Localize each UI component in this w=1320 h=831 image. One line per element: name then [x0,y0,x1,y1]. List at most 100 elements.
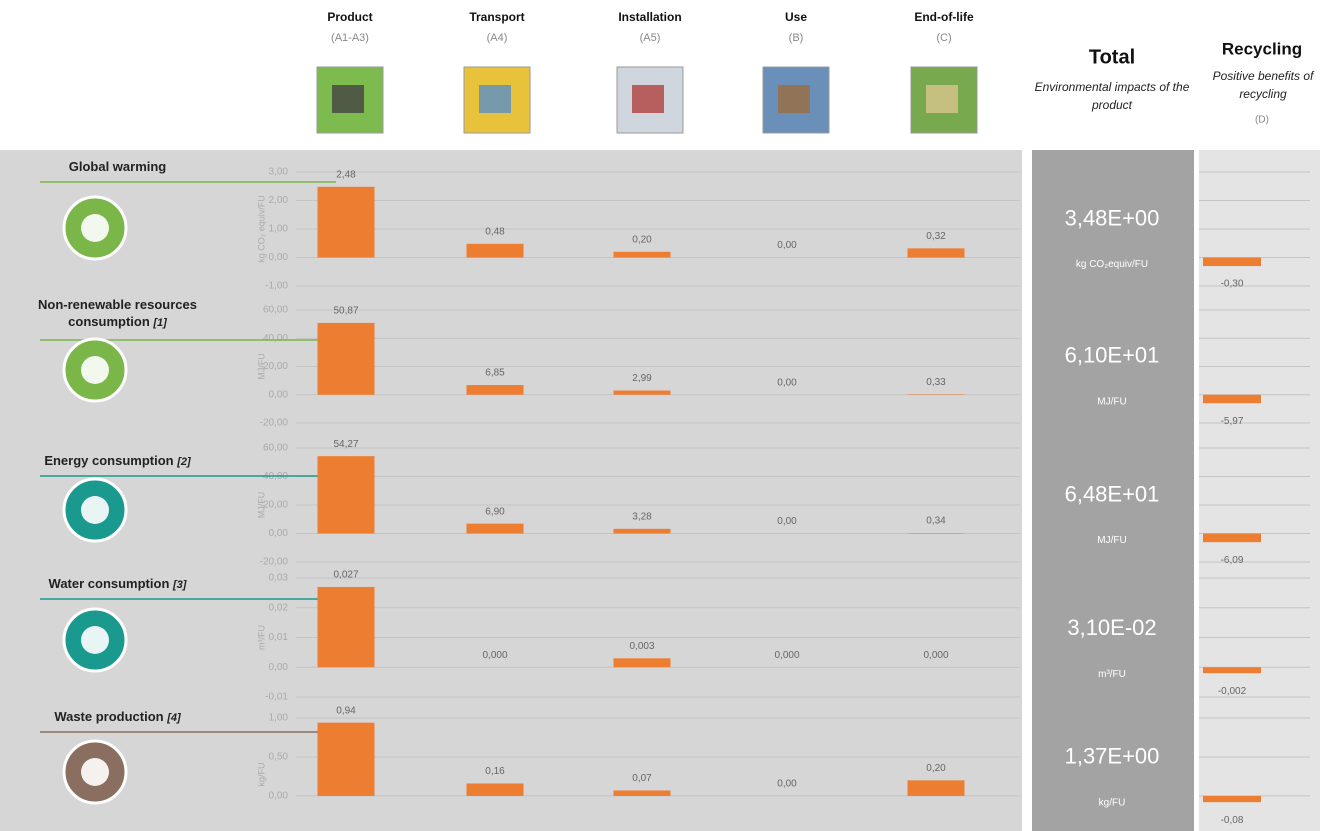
stage-code: (A4) [487,32,508,44]
stage-code: (C) [936,32,951,44]
recycling-label: -0,08 [1221,815,1244,826]
recycling-label: -6,09 [1221,555,1244,566]
separator [1022,150,1032,831]
y-tick-label: 0,00 [269,791,289,802]
value-label: 0,32 [926,231,946,242]
total-value: 1,37E+00 [1065,744,1160,769]
indicator-note: [4] [167,712,181,724]
y-tick-label: -20,00 [260,557,289,568]
total-value: 6,10E+01 [1065,343,1160,368]
indicator-name: Waste production [54,709,164,724]
total-title: Total [1089,46,1135,68]
indicator-title: Energy consumption [2] [10,452,225,471]
value-label: 0,003 [629,641,654,652]
stage-code: (A5) [640,32,661,44]
indicator-name: Global warming [68,159,167,174]
total-unit: MJ/FU [1097,535,1126,546]
value-label: 50,87 [333,306,358,317]
indicator-note: [1] [153,317,167,329]
y-tick-label: 60,00 [263,305,288,316]
indicator-title: Global warming [10,158,225,175]
bar [907,248,965,258]
y-tick-label: 3,00 [269,167,289,178]
indicator-title: Non-renewable resources consumption [1] [10,296,225,332]
recycling-title: Recycling [1222,39,1302,58]
value-label: 0,00 [777,516,797,527]
y-tick-label: 0,03 [269,573,289,584]
y-tick-label: 1,00 [269,713,289,724]
bar [613,251,671,258]
value-label: 0,34 [926,516,946,527]
indicator-name: Energy consumption [44,453,174,468]
bar [466,385,524,395]
bar [466,783,524,796]
value-label: 54,27 [333,439,358,450]
bar [613,390,671,395]
y-tick-label: 0,02 [269,602,289,613]
value-label: 2,48 [336,169,356,180]
total-unit: kg/FU [1099,798,1126,809]
total-unit: m³/FU [1098,669,1126,680]
bar [317,722,375,796]
total-value: 6,48E+01 [1065,481,1160,506]
indicator-icon-glyph [81,356,109,384]
value-label: 0,000 [482,650,507,661]
stage-name: Transport [469,10,524,24]
y-tick-label: 0,00 [269,528,289,539]
axis-unit: kg/FU [256,762,266,786]
stage-name: Installation [618,10,681,24]
total-value: 3,48E+00 [1065,205,1160,230]
y-tick-label: 0,00 [269,389,289,400]
value-label: 0,33 [926,377,946,388]
y-tick-label: 2,00 [269,195,289,206]
value-label: 2,99 [632,373,652,384]
indicator-icon-glyph [81,626,109,654]
bar [613,658,671,668]
axis-unit: MJ/FU [256,353,266,380]
stage-image-detail [479,85,511,113]
indicator-icon-glyph [81,496,109,524]
total-value: 3,10E-02 [1067,615,1156,640]
stage-name: Use [785,10,807,24]
recycling-bar [1203,533,1261,543]
axis-unit: kg CO₂ equiv/FU [256,195,266,263]
recycling-bar [1203,394,1261,404]
recycling-bar [1203,667,1261,674]
indicator-note: [2] [177,456,191,468]
indicator-title: Water consumption [3] [10,575,225,594]
total-subtitle: Environmental impacts of the product [1034,80,1190,112]
recycling-code: (D) [1255,115,1269,126]
total-unit: kg CO₂equiv/FU [1076,259,1148,270]
stage-code: (B) [789,32,804,44]
y-tick-label: 40,00 [263,333,288,344]
y-tick-label: 0,01 [269,632,289,643]
indicator-note: [3] [173,579,187,591]
indicator-title: Waste production [4] [10,708,225,727]
y-tick-label: -20,00 [260,418,289,429]
value-label: 3,28 [632,511,652,522]
stage-name: End-of-life [914,10,974,24]
value-label: 0,00 [777,377,797,388]
value-label: 0,00 [777,240,797,251]
bar [317,586,375,668]
recycling-bar [1203,257,1261,267]
value-label: 0,000 [923,650,948,661]
stage-image-detail [926,85,958,113]
y-tick-label: -1,00 [265,281,288,292]
stage-code: (A1-A3) [331,32,369,44]
bar [466,243,524,258]
value-label: 0,20 [632,234,652,245]
value-label: 0,20 [926,763,946,774]
stage-image-detail [332,85,364,113]
value-label: 0,00 [777,779,797,790]
y-tick-label: 1,00 [269,224,289,235]
total-unit: MJ/FU [1097,396,1126,407]
value-label: 0,07 [632,773,652,784]
indicator-icon-glyph [81,214,109,242]
value-label: 0,94 [336,705,356,716]
value-label: 0,48 [485,226,505,237]
bar [613,790,671,796]
separator [1194,150,1199,831]
